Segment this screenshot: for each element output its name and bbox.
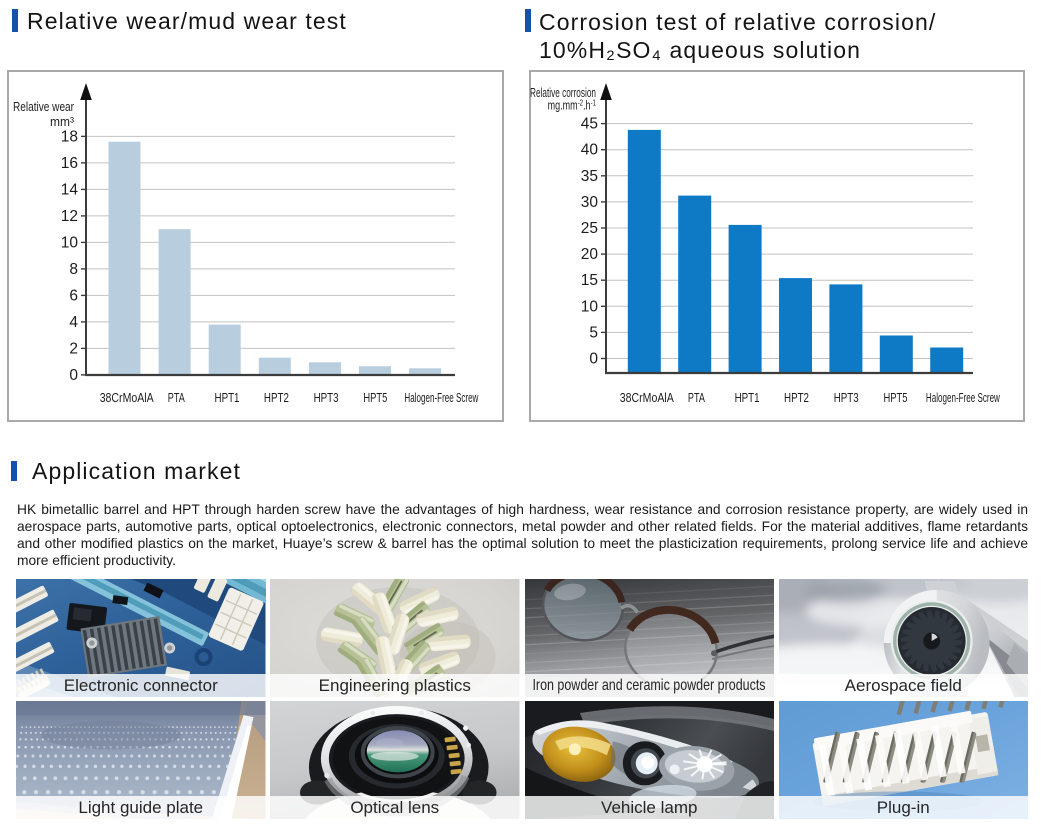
svg-text:45: 45 — [581, 116, 598, 133]
svg-text:Relative wear: Relative wear — [13, 100, 74, 114]
svg-text:HPT2: HPT2 — [784, 391, 809, 405]
svg-text:4: 4 — [69, 314, 78, 331]
svg-text:HPT1: HPT1 — [215, 391, 240, 405]
svg-text:5: 5 — [589, 324, 598, 341]
svg-text:14: 14 — [61, 181, 79, 198]
svg-text:15: 15 — [581, 272, 598, 289]
svg-text:25: 25 — [581, 220, 598, 237]
svg-text:10: 10 — [61, 234, 79, 251]
svg-text:38CrMoAlA: 38CrMoAlA — [100, 391, 155, 405]
svg-text:HPT5: HPT5 — [363, 391, 387, 405]
svg-text:HPT2: HPT2 — [264, 391, 289, 405]
svg-text:12: 12 — [61, 208, 78, 225]
svg-text:16: 16 — [61, 155, 78, 172]
svg-text:2: 2 — [69, 340, 78, 357]
svg-text:mm³: mm³ — [50, 115, 74, 129]
svg-text:38CrMoAlA: 38CrMoAlA — [620, 391, 675, 405]
svg-text:10: 10 — [581, 298, 599, 315]
svg-text:40: 40 — [581, 142, 599, 159]
svg-text:20: 20 — [581, 246, 599, 263]
svg-text:0: 0 — [69, 367, 78, 384]
svg-text:HPT3: HPT3 — [314, 391, 339, 405]
svg-text:0: 0 — [589, 351, 598, 368]
svg-text:Relative corrosion: Relative corrosion — [530, 86, 596, 100]
svg-text:6: 6 — [69, 287, 78, 304]
svg-text:PTA: PTA — [168, 391, 185, 405]
svg-text:35: 35 — [581, 168, 598, 185]
svg-text:30: 30 — [581, 194, 599, 211]
svg-text:HPT5: HPT5 — [884, 391, 908, 405]
svg-text:Halogen-Free Screw: Halogen-Free Screw — [404, 391, 479, 405]
svg-text:PTA: PTA — [688, 391, 705, 405]
svg-text:HPT1: HPT1 — [735, 391, 760, 405]
svg-text:Halogen-Free Screw: Halogen-Free Screw — [926, 391, 1001, 405]
svg-text:18: 18 — [61, 128, 78, 145]
svg-text:HPT3: HPT3 — [834, 391, 859, 405]
svg-text:mg.mm-2.h-1: mg.mm-2.h-1 — [548, 97, 596, 112]
svg-text:8: 8 — [69, 261, 78, 278]
